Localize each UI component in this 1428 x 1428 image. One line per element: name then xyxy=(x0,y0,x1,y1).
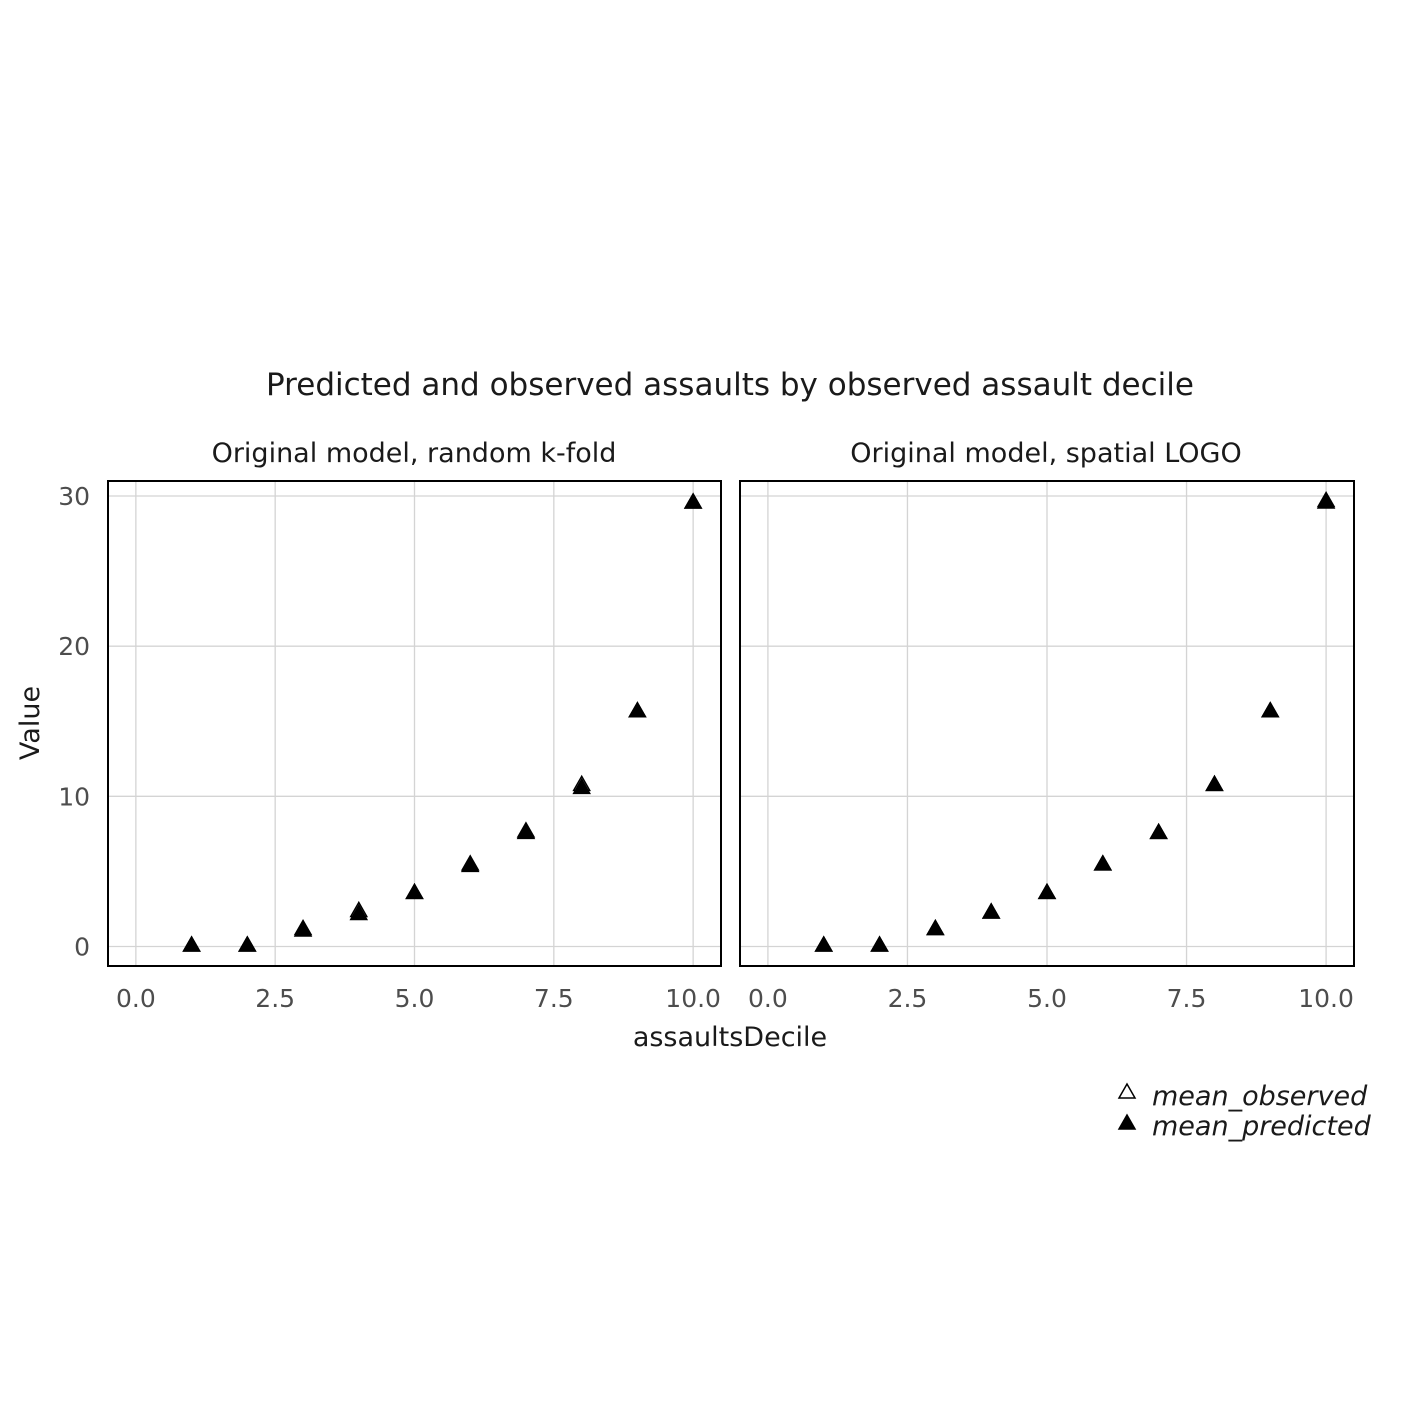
x-tick-label: 0.0 xyxy=(116,984,156,1013)
point-mean-predicted xyxy=(182,935,201,952)
point-mean-predicted xyxy=(926,918,945,936)
legend-key-open-triangle-icon xyxy=(1117,1082,1137,1099)
y-tick-label: 0 xyxy=(74,932,90,961)
point-mean-predicted xyxy=(238,935,257,952)
point-mean-predicted xyxy=(293,920,313,937)
point-mean-predicted xyxy=(870,935,889,952)
y-axis-title: Value xyxy=(15,686,46,760)
y-tick-label: 10 xyxy=(58,782,90,811)
x-tick-label: 2.5 xyxy=(255,984,295,1013)
x-tick-label: 7.5 xyxy=(1167,984,1207,1013)
point-mean-predicted xyxy=(405,882,424,900)
panel-strip-2: Original model, spatial LOGO xyxy=(850,438,1241,469)
x-tick-label: 10.0 xyxy=(1298,984,1354,1013)
point-mean-predicted xyxy=(628,701,647,718)
point-mean-predicted xyxy=(1316,492,1336,509)
y-tick-label: 30 xyxy=(58,482,90,511)
x-tick-label: 0.0 xyxy=(748,984,788,1013)
point-mean-predicted xyxy=(1093,854,1113,871)
x-tick-label: 2.5 xyxy=(888,984,928,1013)
point-mean-predicted xyxy=(572,777,591,795)
legend-label-predicted: mean_predicted xyxy=(1152,1111,1372,1142)
point-mean-predicted xyxy=(1205,774,1224,792)
chart-title: Predicted and observed assaults by obser… xyxy=(266,367,1194,403)
panel-random-kfold: 0.0 2.5 5.0 7.5 10.0 xyxy=(107,480,722,1013)
x-tick-label: 10.0 xyxy=(665,984,721,1013)
panel-border xyxy=(739,480,1355,967)
point-mean-predicted xyxy=(1260,701,1280,718)
point-mean-predicted xyxy=(349,903,369,921)
legend-label-observed: mean_observed xyxy=(1152,1081,1368,1112)
point-mean-predicted xyxy=(460,855,480,873)
x-tick-label: 5.0 xyxy=(395,984,435,1013)
panel-spatial-logo: 0.0 2.5 5.0 7.5 10.0 xyxy=(739,480,1355,1013)
point-mean-predicted xyxy=(981,902,1001,919)
panel-border xyxy=(107,480,722,967)
y-tick-label: 20 xyxy=(58,632,90,661)
point-mean-predicted xyxy=(516,822,536,840)
x-axis-title: assaultsDecile xyxy=(633,1022,827,1053)
y-axis-ticks: 0 10 20 30 xyxy=(58,482,90,961)
x-tick-label: 5.0 xyxy=(1027,984,1067,1013)
legend-key-filled-triangle-icon xyxy=(1117,1113,1137,1130)
panel-strip-1: Original model, random k-fold xyxy=(212,438,617,469)
point-mean-predicted xyxy=(683,492,703,509)
point-mean-predicted xyxy=(1037,882,1057,900)
x-tick-label: 7.5 xyxy=(534,984,574,1013)
point-mean-predicted xyxy=(814,935,834,952)
legend: mean_observed mean_predicted xyxy=(1117,1081,1372,1142)
point-mean-predicted xyxy=(1149,822,1168,840)
